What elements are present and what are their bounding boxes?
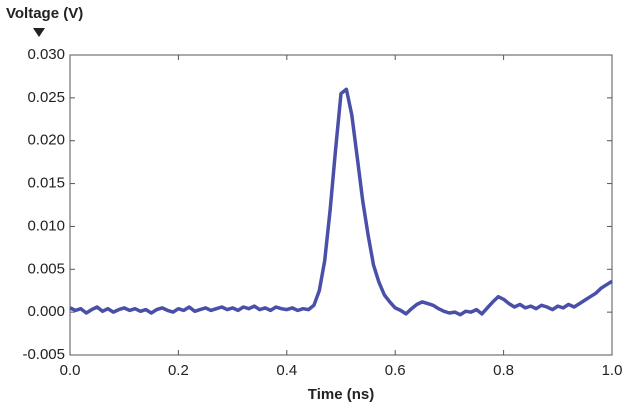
plot-frame [69, 54, 613, 356]
axis-arrow [33, 28, 45, 37]
y-tick-label: 0.030 [27, 46, 65, 63]
y-tick-label: 0.020 [27, 132, 65, 149]
x-tick-label: 1.0 [602, 362, 623, 379]
x-tick-label: 0.0 [60, 362, 81, 379]
x-tick-label: 0.2 [168, 362, 189, 379]
y-tick-label: -0.005 [22, 346, 65, 363]
x-tick-label: 0.8 [493, 362, 514, 379]
x-axis-label: Time (ns) [308, 386, 374, 403]
y-tick-label: 0.015 [27, 175, 65, 192]
y-tick-label: 0.000 [27, 303, 65, 320]
y-tick-label: 0.010 [27, 217, 65, 234]
data-line [69, 87, 613, 317]
chart-title: Voltage (V) [6, 5, 83, 22]
y-tick-label: 0.005 [27, 260, 65, 277]
x-tick-label: 0.4 [276, 362, 297, 379]
y-tick-label: 0.025 [27, 89, 65, 106]
x-tick-label: 0.6 [385, 362, 406, 379]
